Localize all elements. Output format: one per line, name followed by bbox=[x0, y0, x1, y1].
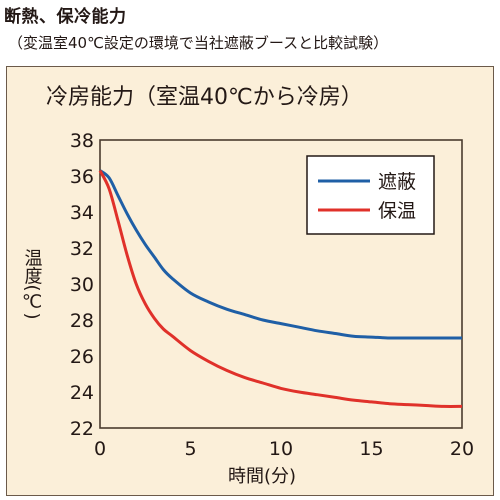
legend: 遮蔽 保温 bbox=[306, 155, 435, 235]
y-tick-label: 24 bbox=[70, 382, 94, 404]
y-axis-label: 温度(℃) bbox=[22, 248, 43, 319]
y-tick-label: 22 bbox=[70, 418, 94, 440]
x-tick-label: 0 bbox=[94, 438, 106, 460]
series-line-shield bbox=[99, 169, 462, 340]
y-tick-label: 36 bbox=[70, 166, 94, 188]
legend-label-insulation: 保温 bbox=[378, 200, 416, 222]
x-tick-label: 10 bbox=[269, 438, 293, 460]
y-tick-label: 26 bbox=[70, 346, 94, 368]
x-tick-label: 5 bbox=[184, 438, 196, 460]
y-tick-label: 34 bbox=[70, 202, 94, 224]
legend-box bbox=[306, 155, 435, 235]
page-subtitle: （変温室40℃設定の環境で当社遮蔽ブースと比較試験） bbox=[8, 34, 389, 52]
x-axis-label: 時間(分) bbox=[228, 466, 296, 487]
page-title: 断熱、保冷能力 bbox=[4, 7, 127, 27]
legend-label-shield: 遮蔽 bbox=[378, 171, 416, 193]
y-tick-label: 38 bbox=[70, 130, 94, 152]
x-tick-label: 15 bbox=[359, 438, 383, 460]
plot-frame bbox=[99, 139, 463, 429]
chart-title: 冷房能力（室温40℃から冷房） bbox=[46, 85, 363, 110]
y-tick-label: 30 bbox=[70, 274, 94, 296]
y-tick-label: 28 bbox=[70, 310, 94, 332]
series-line-insulation bbox=[98, 169, 463, 408]
x-tick-label: 20 bbox=[450, 438, 474, 460]
y-tick-label: 32 bbox=[70, 238, 94, 260]
